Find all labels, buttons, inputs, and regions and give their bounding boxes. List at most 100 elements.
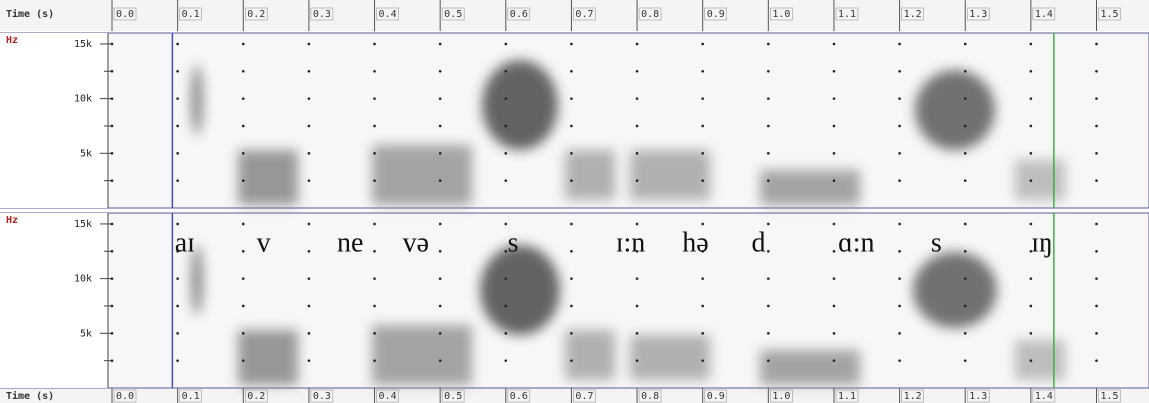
grid-dot [176, 124, 179, 128]
grid-dot [635, 359, 639, 362]
grid-dot [963, 42, 967, 46]
grid-dot [898, 332, 901, 335]
x-tick-box [770, 7, 793, 21]
phonetic-label: ɑ:n [838, 227, 874, 258]
grid-dot [176, 179, 179, 182]
grid-dot [1095, 249, 1098, 253]
grid-dot [898, 277, 901, 280]
grid-dot [635, 304, 639, 308]
grid-dot [241, 69, 245, 73]
grid-dot [898, 222, 901, 226]
x-tick-label: 1.1 [838, 9, 856, 20]
grid-dot [1095, 69, 1098, 73]
grid-dot [373, 42, 376, 46]
grid-dot [570, 179, 573, 182]
x-tick-box [179, 7, 202, 21]
grid-dot [176, 97, 179, 100]
grid-dot [504, 249, 508, 253]
phonetic-label: s [508, 227, 519, 258]
grid-dot [373, 222, 376, 226]
x-tick-label: 0.6 [510, 391, 528, 402]
grid-dot [963, 332, 967, 335]
x-tick-box [638, 389, 662, 403]
grid-dot [373, 249, 376, 253]
grid-dot [176, 222, 179, 226]
x-tick-label: 0.3 [313, 9, 331, 20]
grid-dot [963, 249, 967, 253]
x-tick-label: 0.8 [641, 391, 659, 402]
grid-dot [635, 69, 639, 73]
x-tick-box [113, 389, 137, 403]
phonetic-label: v [257, 227, 271, 258]
grid-dot [1095, 222, 1098, 226]
grid-dot [110, 359, 114, 362]
grid-dot [1095, 332, 1098, 335]
grid-dot [832, 69, 836, 73]
spectral-energy [191, 60, 1065, 385]
grid-dot [504, 222, 508, 226]
x-tick-label: 0.4 [379, 391, 397, 402]
grid-dot [898, 97, 901, 100]
x-tick-box [507, 7, 531, 21]
grid-dot [110, 304, 114, 308]
x-tick-box [835, 7, 859, 21]
grid-dot [504, 179, 508, 182]
x-tick-box [310, 7, 334, 21]
grid-dot [963, 97, 967, 100]
x-tick-box [966, 7, 990, 21]
phonetic-label: aɪ [175, 227, 195, 258]
grid-dot [701, 97, 704, 100]
grid-dot [963, 124, 967, 128]
grid-dot [898, 124, 901, 128]
grid-dot [110, 97, 114, 100]
grid-dot [438, 152, 442, 155]
x-tick-label: 1.3 [969, 9, 987, 20]
grid-dot [570, 97, 573, 100]
phonetic-label: ne [337, 227, 363, 258]
grid-dot [110, 69, 114, 73]
grid-dot [635, 249, 639, 253]
grid-dot [307, 69, 311, 73]
grid-dot [1029, 332, 1033, 335]
grid-dot [241, 304, 245, 308]
grid-dot [767, 249, 770, 253]
grid-dot [373, 69, 376, 73]
grid-dot [701, 359, 704, 362]
grid-dot [438, 42, 442, 46]
grid-dot [307, 359, 311, 362]
x-tick-label: 0.9 [707, 391, 725, 402]
grid-dot [176, 332, 179, 335]
grid-dot [1029, 277, 1033, 280]
grid-dot [241, 179, 245, 182]
x-tick-box [244, 7, 268, 21]
grid-dot [570, 359, 573, 362]
grid-dot [438, 249, 442, 253]
grid-dot [110, 249, 114, 253]
grid-dot [438, 277, 442, 280]
grid-dot [504, 97, 508, 100]
grid-dot [963, 69, 967, 73]
grid-dot [1095, 124, 1098, 128]
grid-dot [241, 152, 245, 155]
grid-dot [767, 179, 770, 182]
phonetic-label: ɪ:n [616, 227, 646, 258]
grid-dot [1029, 124, 1033, 128]
x-tick-box [835, 389, 859, 403]
grid-dot [832, 249, 836, 253]
grid-dot [1095, 304, 1098, 308]
grid-dot [635, 42, 639, 46]
grid-dot [767, 124, 770, 128]
grid-dot [963, 277, 967, 280]
x-tick-label: 0.5 [444, 391, 462, 402]
grid-dot [898, 304, 901, 308]
grid-dot [701, 222, 704, 226]
y-tick-label: 10k [74, 274, 92, 285]
grid-dot [307, 249, 311, 253]
grid-dot [701, 277, 704, 280]
grid-dot [373, 97, 376, 100]
grid-dot [504, 304, 508, 308]
grid-dot [176, 69, 179, 73]
x-tick-label: 0.0 [116, 391, 134, 402]
